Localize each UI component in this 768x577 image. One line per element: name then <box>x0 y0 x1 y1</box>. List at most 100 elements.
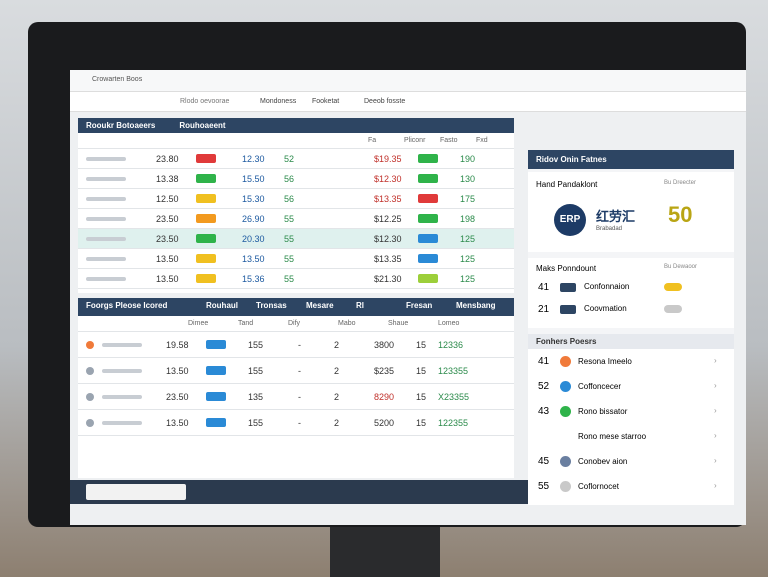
column-header: Fresan <box>406 301 433 310</box>
cell: $19.35 <box>374 153 402 164</box>
table-row: 23.50 26.90 55 $12.25 198 <box>78 209 514 229</box>
status-badge <box>418 174 438 183</box>
item-number: 21 <box>538 304 550 315</box>
cell: $21.30 <box>374 273 402 284</box>
cell: 15.36 <box>242 273 265 284</box>
cell: - <box>298 339 301 350</box>
status-badge <box>196 254 216 263</box>
table-header: Rooukr Botoaeers Rouhoaeent <box>78 118 514 133</box>
cell: $12.25 <box>374 213 402 224</box>
item-number: 52 <box>538 381 550 392</box>
cell: 19.58 <box>166 339 189 350</box>
tab[interactable]: Crowarten Boos <box>92 76 143 83</box>
cell: 5200 <box>374 417 395 428</box>
taskbar <box>70 480 530 504</box>
cell: - <box>298 417 301 428</box>
card-link[interactable]: Bu Dreecter <box>664 180 697 186</box>
panel-title: Ridov Onin Fatnes <box>528 150 734 169</box>
item-text: Coflornocet <box>578 482 619 491</box>
status-badge <box>206 340 226 349</box>
section-link[interactable]: Bu Dewaoor <box>664 264 698 270</box>
item-icon <box>560 381 571 392</box>
status-badge <box>196 194 216 203</box>
placeholder <box>86 276 126 281</box>
card-label: Hand Pandaklont <box>536 180 598 189</box>
cell: 56 <box>284 193 295 204</box>
cell: 135 <box>248 391 264 402</box>
cell: 3800 <box>374 339 395 350</box>
table-body: 19.58 155 - 2 3800 15 12336 13.50 155 - 2 $235 15 123… <box>78 332 514 436</box>
table-title: Rooukr Botoaeers <box>86 121 156 130</box>
cell: 23.50 <box>156 213 179 224</box>
item-icon <box>560 283 576 292</box>
status-badge <box>664 283 682 291</box>
status-badge <box>418 254 438 263</box>
table-subtitle: Rouhoaeent <box>179 121 226 130</box>
cell: 20.30 <box>242 233 265 244</box>
chevron: › <box>714 356 717 365</box>
status-badge <box>206 366 226 375</box>
placeholder <box>86 156 126 161</box>
cell: 2 <box>334 339 340 350</box>
section: Maks Ponndount Bu Dewaoor 41 Confonnaion 2… <box>528 258 734 328</box>
chevron: › <box>714 431 717 440</box>
column-header: Rouhaul <box>206 301 238 310</box>
cell: 175 <box>460 193 476 204</box>
table-body: 23.80 12.30 52 $19.35 190 13.38 15.50 56 $12.30 1… <box>78 149 514 289</box>
cell: 122355 <box>438 417 469 428</box>
subheader-row: Dimee Tand Dify Mabo Shaue Lomeo <box>78 316 514 332</box>
table-header: Foorgs Pleose Icored Rouhaul Tronsas Mesare… <box>78 298 514 316</box>
item-number: 45 <box>538 456 550 467</box>
status-badge <box>418 214 438 223</box>
column-header: Mesare <box>306 301 334 310</box>
cell: $13.35 <box>374 253 402 264</box>
column-header: Mensbang <box>456 301 496 310</box>
status-badge <box>196 174 216 183</box>
cell: 8290 <box>374 391 395 402</box>
cell: 13.38 <box>156 173 179 184</box>
column-subheader: Dimee <box>188 320 209 327</box>
table-row: 13.38 15.50 56 $12.30 130 <box>78 169 514 189</box>
column-header: Tronsas <box>256 301 287 310</box>
cell: 56 <box>284 173 295 184</box>
cell: 55 <box>284 213 295 224</box>
status-badge <box>196 234 216 243</box>
monitor-stand <box>330 525 440 577</box>
column-subheader: Shaue <box>388 320 409 327</box>
cell: 13.50 <box>166 365 189 376</box>
cell: 130 <box>460 173 476 184</box>
side-panel: Ridov Onin Fatnes Hand Pandaklont Bu Dre… <box>528 150 734 505</box>
cell: 12336 <box>438 339 464 350</box>
status-badge <box>418 154 438 163</box>
address[interactable]: Rlodo oevoorae <box>180 98 230 105</box>
cell: $12.30 <box>374 233 402 244</box>
card: Hand Pandaklont Bu Dreecter ERP 红劳汇 Brab… <box>528 172 734 252</box>
chevron: › <box>714 406 717 415</box>
column-header: Pliconr <box>404 137 426 144</box>
cell: 2 <box>334 365 340 376</box>
cell: 13.50 <box>166 417 189 428</box>
column-subheader: Mabo <box>338 320 356 327</box>
placeholder <box>102 342 142 347</box>
cell: 123355 <box>438 365 469 376</box>
top-table: Rooukr Botoaeers Rouhoaeent Fa Pliconr Fast… <box>78 118 514 293</box>
item-number: 41 <box>538 282 550 293</box>
column-subheader: Tand <box>238 320 254 327</box>
cell: 15.50 <box>242 173 265 184</box>
row-icon <box>86 366 94 375</box>
screen: Crowarten Boos Rlodo oevoorae Mondoness F… <box>70 70 746 525</box>
table-row: 12.50 15.30 56 $13.35 175 <box>78 189 514 209</box>
cell: 155 <box>248 417 264 428</box>
search-box[interactable] <box>86 484 186 500</box>
list: Fonhers Poesrs 41 Resona Imeelo › 52 Coffonc… <box>528 334 734 505</box>
status-badge <box>196 154 216 163</box>
status-badge <box>196 214 216 223</box>
table-row: 13.50 13.50 55 $13.35 125 <box>78 249 514 269</box>
status-badge <box>664 305 682 313</box>
table-row: 23.80 12.30 52 $19.35 190 <box>78 149 514 169</box>
item-icon <box>560 456 571 467</box>
cell: 13.50 <box>242 253 265 264</box>
cell: 55 <box>284 233 295 244</box>
status-badge <box>206 392 226 401</box>
